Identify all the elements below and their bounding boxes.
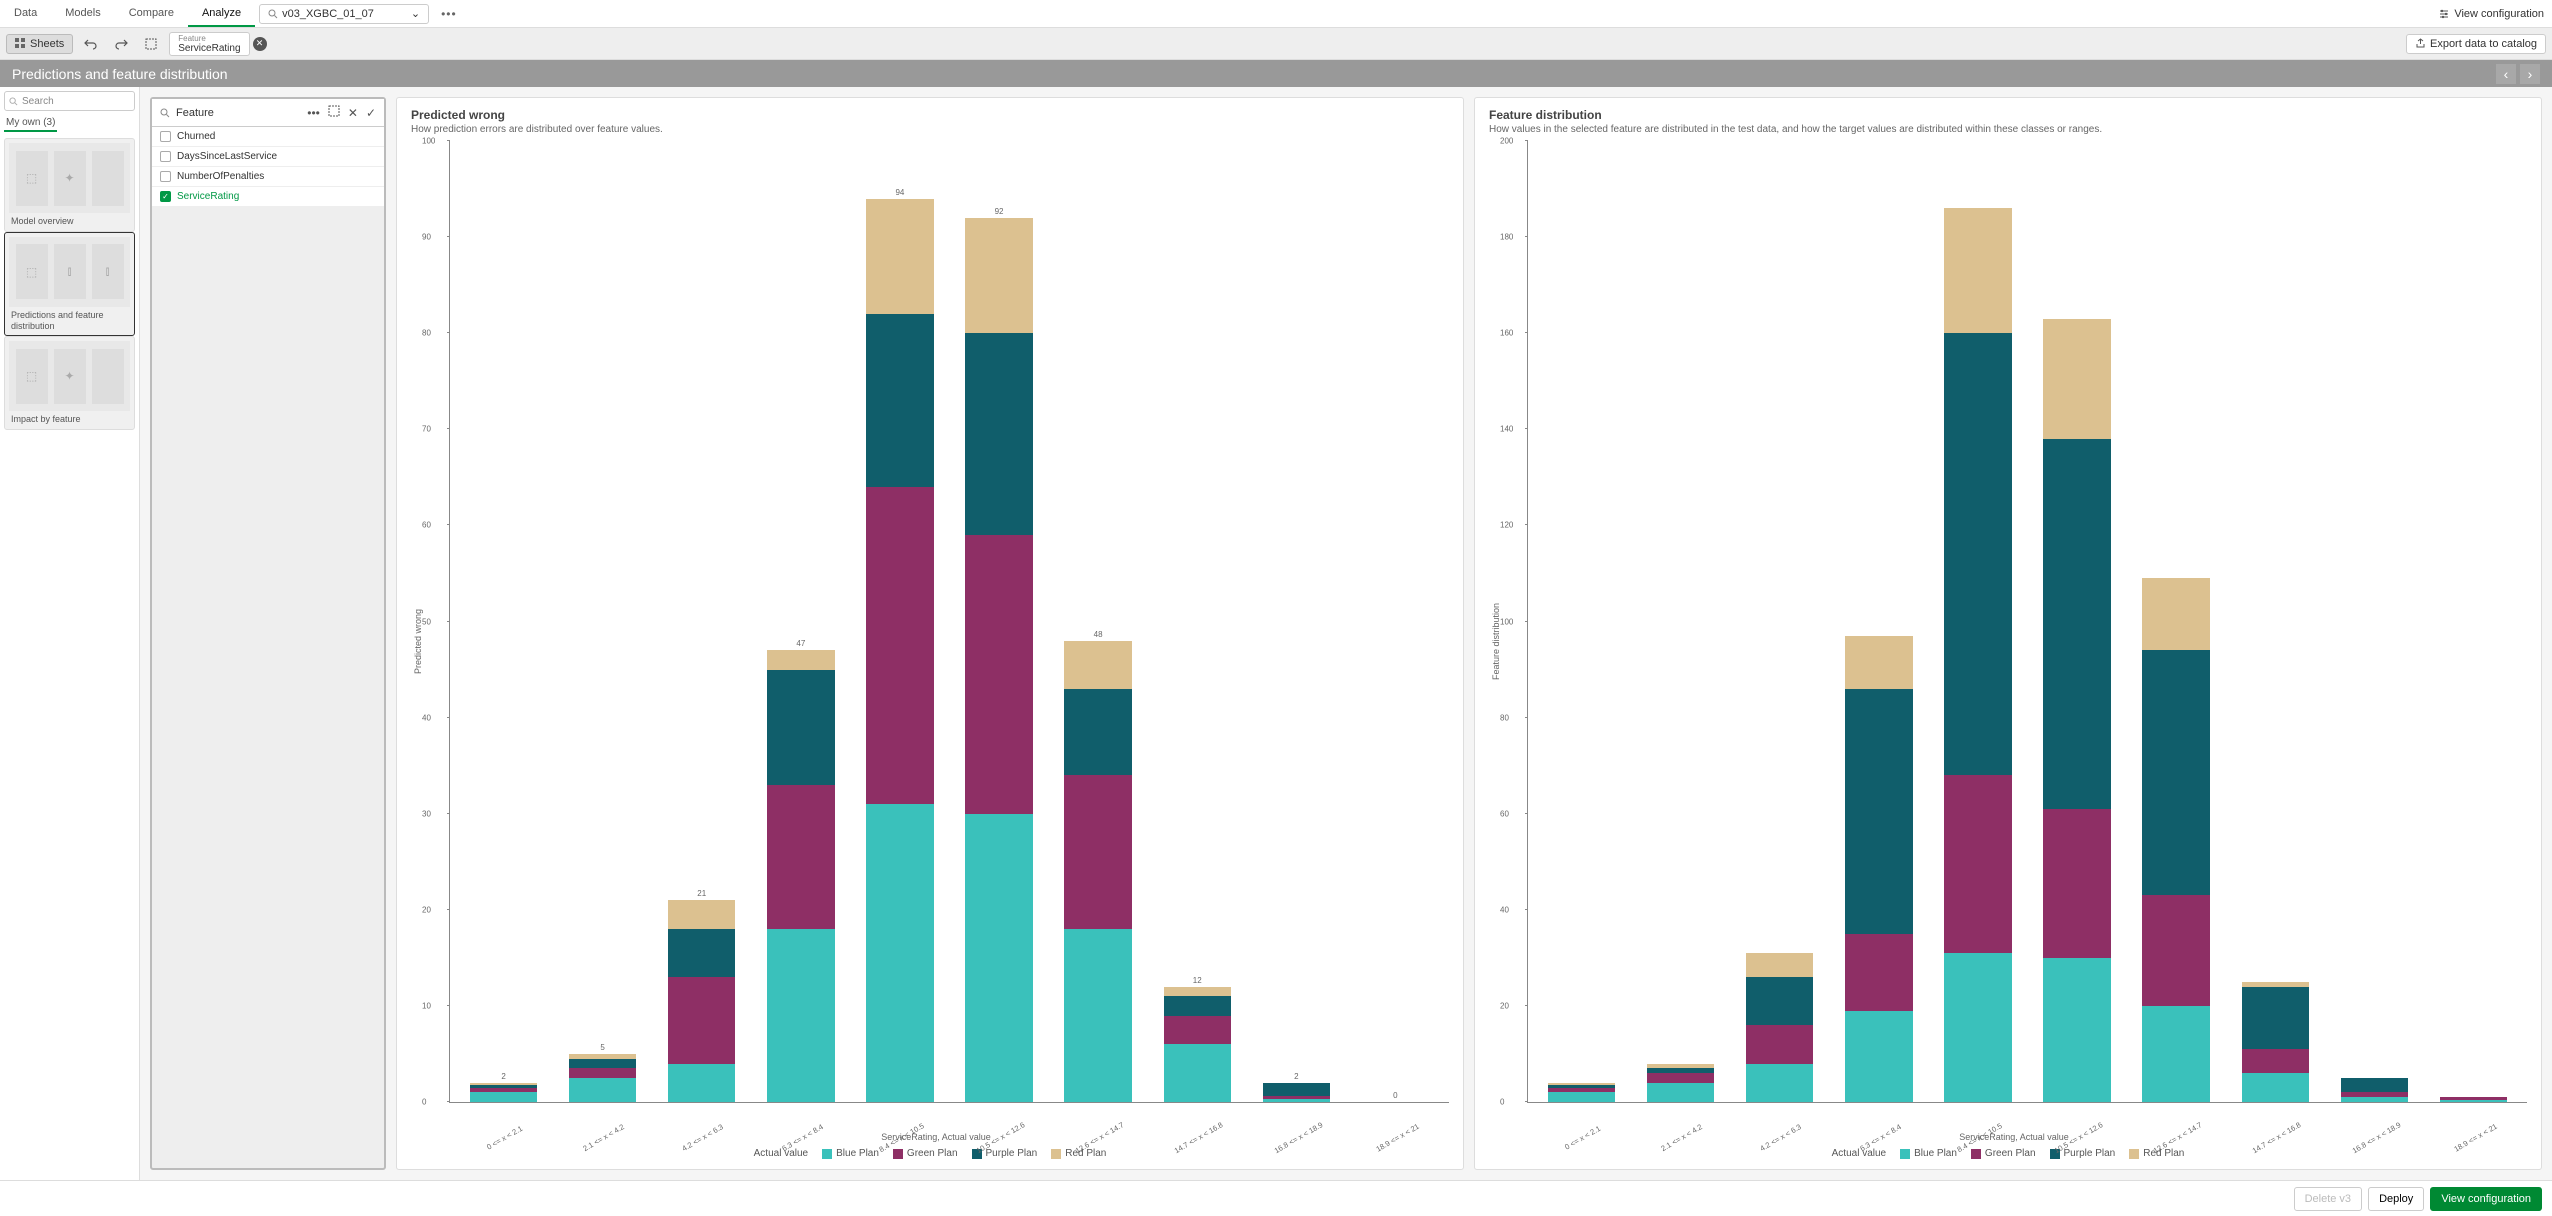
sheets-button[interactable]: Sheets (6, 34, 73, 54)
view-config-link[interactable]: View configuration (2438, 8, 2552, 20)
model-name: v03_XGBC_01_07 (282, 8, 374, 20)
tab-analyze[interactable]: Analyze (188, 0, 255, 27)
sliders-icon (2438, 8, 2450, 20)
content: Feature ••• ✕ ✓ ChurnedDaysSinceLastServ… (140, 87, 2552, 1180)
bar-2[interactable] (1730, 141, 1829, 1102)
bar-6[interactable]: 48 (1049, 141, 1148, 1102)
bar-9[interactable] (2424, 141, 2523, 1102)
feature-panel: Feature ••• ✕ ✓ ChurnedDaysSinceLastServ… (150, 97, 386, 1170)
footer: Delete v3 Deploy View configuration (0, 1180, 2552, 1216)
sidebar: Search My own (3) ⬚✦Model overview⬚⫾⫾Pre… (0, 87, 140, 1180)
search-input[interactable]: Search (4, 91, 135, 111)
undo-button[interactable] (79, 32, 103, 56)
bar-0[interactable] (1532, 141, 1631, 1102)
feature-item-DaysSinceLastService[interactable]: DaysSinceLastService (152, 147, 384, 167)
model-select[interactable]: v03_XGBC_01_07 ⌄ (259, 4, 429, 24)
thumb-1[interactable]: ⬚⫾⫾Predictions and feature distribution (4, 232, 135, 337)
bar-0[interactable]: 2 (454, 141, 553, 1102)
bar-5[interactable]: 92 (949, 141, 1048, 1102)
bar-4[interactable] (1928, 141, 2027, 1102)
search-icon (160, 108, 170, 118)
thumb-0[interactable]: ⬚✦Model overview (4, 138, 135, 232)
feature-panel-title: Feature (176, 107, 214, 119)
search-icon (9, 97, 18, 106)
legend-green-plan[interactable]: Green Plan (1971, 1148, 2036, 1159)
redo-button[interactable] (109, 32, 133, 56)
search-icon (268, 9, 278, 19)
deploy-button[interactable]: Deploy (2368, 1187, 2424, 1211)
prev-page-button[interactable]: ‹ (2496, 64, 2516, 84)
thumb-2[interactable]: ⬚✦Impact by feature (4, 336, 135, 430)
page-title-bar: Predictions and feature distribution ‹ › (0, 60, 2552, 87)
bar-7[interactable]: 12 (1148, 141, 1247, 1102)
select-button[interactable] (139, 32, 163, 56)
tab-models[interactable]: Models (51, 0, 114, 27)
legend-green-plan[interactable]: Green Plan (893, 1148, 958, 1159)
feature-item-NumberOfPenalties[interactable]: NumberOfPenalties (152, 167, 384, 187)
myown-tab[interactable]: My own (3) (4, 115, 57, 132)
bar-7[interactable] (2226, 141, 2325, 1102)
bar-1[interactable] (1631, 141, 1730, 1102)
chip-close-icon[interactable]: ✕ (253, 37, 267, 51)
bar-1[interactable]: 5 (553, 141, 652, 1102)
bar-2[interactable]: 21 (652, 141, 751, 1102)
bar-3[interactable]: 47 (751, 141, 850, 1102)
more-menu[interactable]: ••• (437, 3, 461, 25)
bar-6[interactable] (2127, 141, 2226, 1102)
secondbar: Sheets Feature ServiceRating ✕ Export da… (0, 28, 2552, 60)
bar-9[interactable]: 0 (1346, 141, 1445, 1102)
view-config-button[interactable]: View configuration (2430, 1187, 2542, 1211)
panel-select-icon[interactable] (328, 105, 340, 120)
next-page-button[interactable]: › (2520, 64, 2540, 84)
bar-5[interactable] (2027, 141, 2126, 1102)
panel-close-icon[interactable]: ✕ (348, 106, 358, 120)
topbar: DataModelsCompareAnalyze v03_XGBC_01_07 … (0, 0, 2552, 28)
chart-feature-distribution: Feature distribution How values in the s… (1474, 97, 2542, 1170)
bar-3[interactable] (1829, 141, 1928, 1102)
feature-item-Churned[interactable]: Churned (152, 127, 384, 147)
export-button[interactable]: Export data to catalog (2406, 34, 2546, 54)
delete-button: Delete v3 (2294, 1187, 2362, 1211)
bar-4[interactable]: 94 (850, 141, 949, 1102)
bar-8[interactable]: 2 (1247, 141, 1346, 1102)
grid-icon (15, 38, 26, 49)
page-title: Predictions and feature distribution (12, 66, 228, 82)
panel-more-icon[interactable]: ••• (307, 106, 320, 120)
panel-confirm-icon[interactable]: ✓ (366, 106, 376, 120)
export-icon (2415, 38, 2426, 49)
feature-item-ServiceRating[interactable]: ✓ServiceRating (152, 187, 384, 207)
chevron-down-icon: ⌄ (411, 7, 420, 20)
feature-chip[interactable]: Feature ServiceRating ✕ (169, 32, 249, 56)
bar-8[interactable] (2325, 141, 2424, 1102)
chart-predicted-wrong: Predicted wrong How prediction errors ar… (396, 97, 1464, 1170)
tab-data[interactable]: Data (0, 0, 51, 27)
tab-compare[interactable]: Compare (115, 0, 188, 27)
topbar-tabs: DataModelsCompareAnalyze (0, 0, 255, 27)
